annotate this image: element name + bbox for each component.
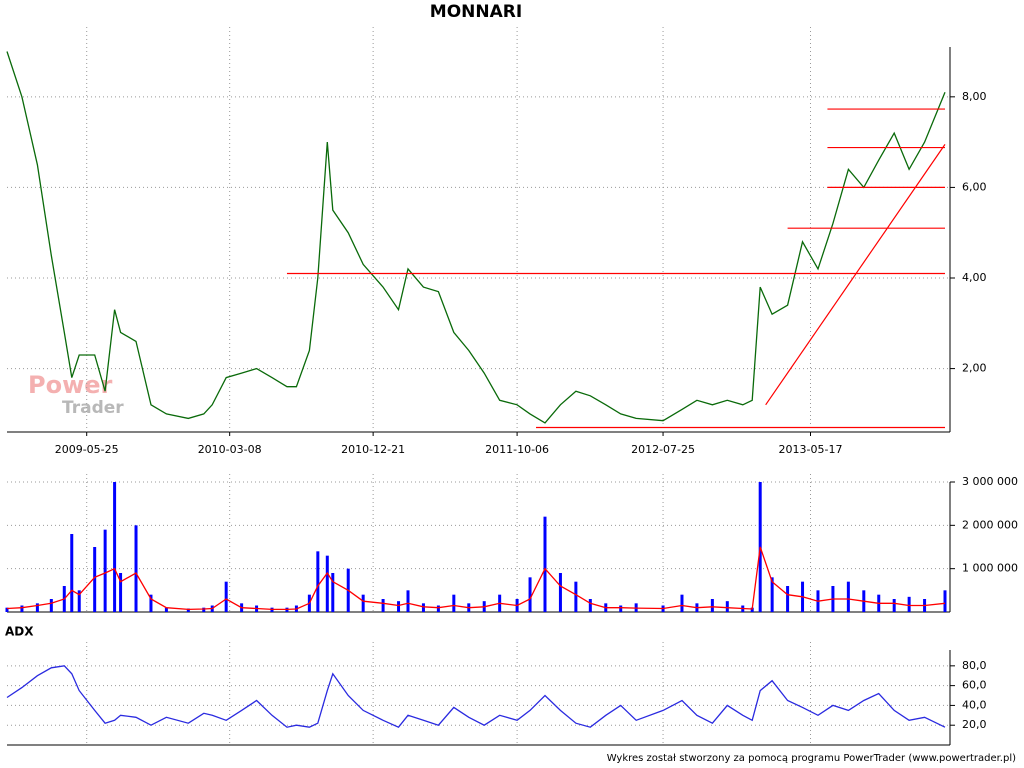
volume-bar bbox=[528, 577, 532, 612]
x-tick-label: 2013-05-17 bbox=[779, 443, 843, 456]
volume-bar bbox=[70, 534, 74, 612]
volume-bar bbox=[361, 594, 365, 612]
y-tick-label: 80,0 bbox=[962, 659, 987, 672]
volume-bar bbox=[588, 599, 592, 612]
y-tick-label: 3 000 000 bbox=[962, 475, 1018, 488]
y-tick-label: 4,00 bbox=[962, 271, 987, 284]
y-tick-label: 2,00 bbox=[962, 362, 987, 375]
volume-bar bbox=[543, 516, 547, 612]
x-tick-label: 2011-10-06 bbox=[485, 443, 549, 456]
volume-bar bbox=[619, 605, 623, 612]
volume-bar bbox=[710, 599, 714, 612]
volume-bar bbox=[421, 603, 425, 612]
series-line bbox=[6, 665, 946, 728]
volume-bar bbox=[5, 607, 9, 612]
volume-bar bbox=[331, 573, 335, 612]
volume-bar bbox=[325, 555, 329, 612]
x-tick-label: 2010-12-21 bbox=[341, 443, 405, 456]
volume-bar bbox=[103, 529, 107, 612]
y-tick-label: 2 000 000 bbox=[962, 518, 1018, 531]
x-tick-label: 2012-07-25 bbox=[631, 443, 695, 456]
volume-bar bbox=[558, 573, 562, 612]
y-tick-label: 8,00 bbox=[962, 90, 987, 103]
y-tick-label: 1 000 000 bbox=[962, 562, 1018, 575]
volume-bar bbox=[436, 605, 440, 612]
y-tick-label: 20,0 bbox=[962, 718, 987, 731]
volume-bar bbox=[574, 581, 578, 612]
series-line bbox=[6, 546, 946, 611]
footer: Wykres został stworzony za pomocą progra… bbox=[607, 753, 1016, 764]
y-tick-label: 6,00 bbox=[962, 180, 987, 193]
trend-line bbox=[765, 144, 946, 406]
y-tick-label: 60,0 bbox=[962, 679, 987, 692]
x-tick-label: 2009-05-25 bbox=[55, 443, 119, 456]
volume-bar bbox=[680, 594, 684, 612]
volume-bar bbox=[397, 601, 401, 612]
volume-bar bbox=[20, 605, 24, 612]
watermark: Power bbox=[28, 371, 113, 399]
panel-title: ADX bbox=[5, 625, 34, 639]
volume-bar bbox=[786, 586, 790, 612]
x-tick-label: 2010-03-08 bbox=[198, 443, 262, 456]
volume-bar bbox=[943, 590, 947, 612]
volume-bar bbox=[725, 601, 729, 612]
series-line bbox=[6, 51, 946, 424]
volume-bar bbox=[406, 590, 410, 612]
volume-bar bbox=[77, 590, 81, 612]
volume-bar bbox=[224, 581, 228, 612]
volume-bar bbox=[750, 607, 754, 612]
y-tick-label: 40,0 bbox=[962, 698, 987, 711]
volume-bar bbox=[381, 599, 385, 612]
volume-bar bbox=[907, 596, 911, 612]
volume-bar bbox=[316, 551, 320, 612]
volume-bar bbox=[134, 525, 138, 612]
volume-bar bbox=[202, 607, 206, 612]
volume-bar bbox=[49, 599, 53, 612]
volume-bar bbox=[149, 594, 153, 612]
volume-bar bbox=[892, 599, 896, 612]
volume-bar bbox=[164, 607, 168, 612]
volume-bar bbox=[846, 581, 850, 612]
volume-bar bbox=[119, 573, 123, 612]
volume-bar bbox=[93, 547, 97, 612]
volume-bar bbox=[452, 594, 456, 612]
volume-bar bbox=[770, 577, 774, 612]
chart-title: MONNARI bbox=[430, 2, 522, 22]
volume-bar bbox=[186, 608, 190, 612]
volume-bar bbox=[35, 603, 39, 612]
volume-bar bbox=[113, 482, 117, 612]
watermark: Trader bbox=[62, 398, 124, 418]
